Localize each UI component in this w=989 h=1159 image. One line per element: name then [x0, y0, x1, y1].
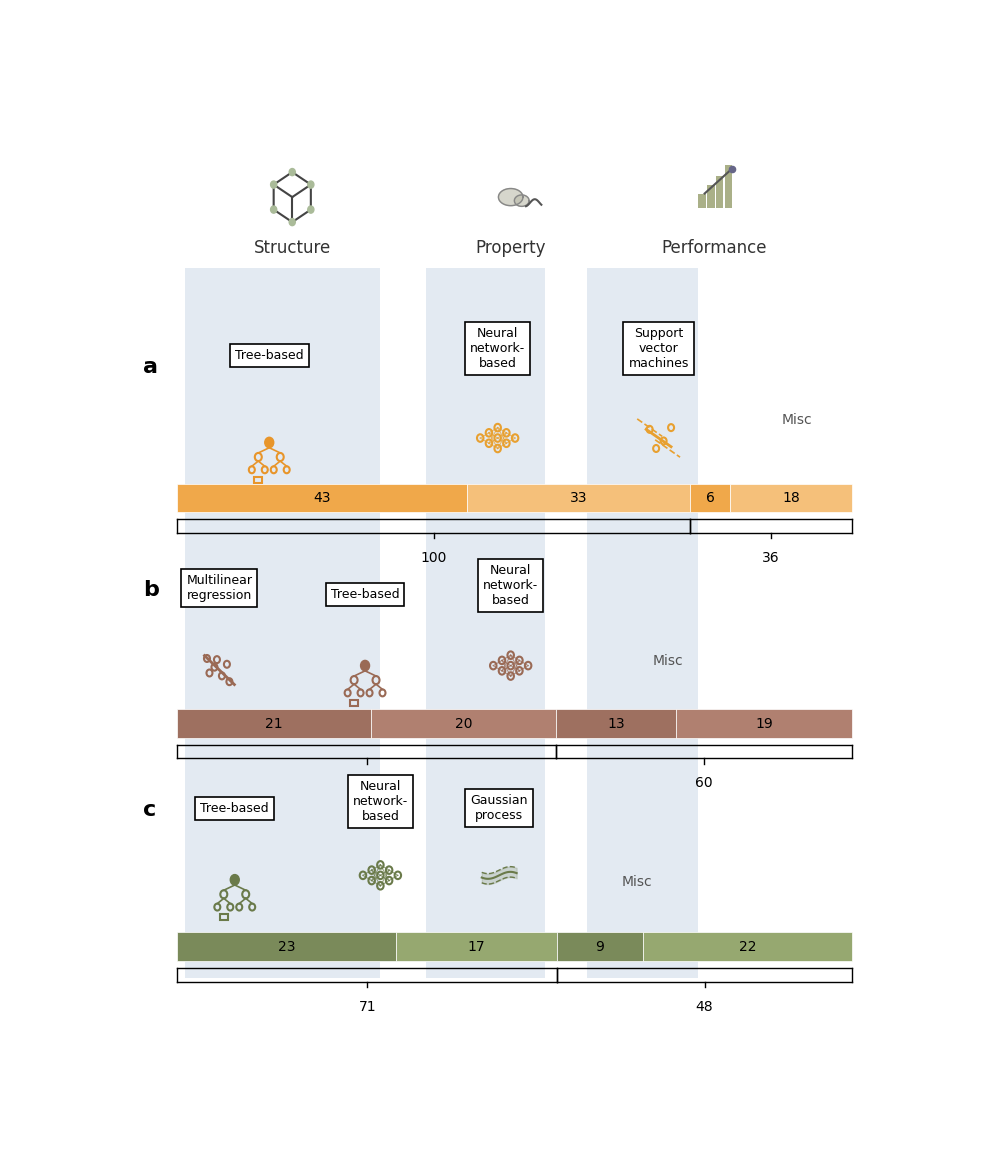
Bar — [730, 483, 852, 512]
Polygon shape — [514, 195, 529, 206]
Bar — [587, 269, 698, 978]
Text: Misc: Misc — [781, 414, 812, 428]
Circle shape — [361, 661, 370, 671]
Bar — [220, 914, 227, 920]
Bar — [556, 709, 676, 738]
Text: Performance: Performance — [661, 239, 766, 257]
Text: b: b — [142, 580, 158, 599]
Circle shape — [265, 437, 274, 447]
Text: 19: 19 — [756, 716, 772, 730]
Bar — [396, 933, 557, 961]
Text: 20: 20 — [455, 716, 473, 730]
Bar — [707, 184, 715, 207]
Text: 60: 60 — [695, 777, 713, 790]
Circle shape — [230, 875, 239, 885]
Text: 13: 13 — [607, 716, 625, 730]
Text: Gaussian
process: Gaussian process — [471, 794, 528, 823]
Bar — [371, 709, 556, 738]
Bar — [177, 709, 371, 738]
Text: 33: 33 — [570, 491, 587, 505]
Text: 48: 48 — [695, 999, 713, 1013]
Text: c: c — [142, 800, 156, 821]
Text: 22: 22 — [739, 940, 756, 954]
Text: Multilinear
regression: Multilinear regression — [187, 574, 252, 602]
Text: 71: 71 — [358, 999, 376, 1013]
Text: 6: 6 — [706, 491, 715, 505]
Bar — [185, 269, 381, 978]
Bar — [690, 483, 730, 512]
Text: Tree-based: Tree-based — [201, 802, 269, 815]
Text: Misc: Misc — [622, 875, 653, 889]
Text: 43: 43 — [314, 491, 331, 505]
Circle shape — [289, 219, 296, 226]
Bar — [676, 709, 852, 738]
Text: 73: 73 — [358, 777, 376, 790]
Polygon shape — [498, 189, 523, 205]
Circle shape — [308, 181, 314, 188]
Point — [724, 159, 740, 177]
Text: Support
vector
machines: Support vector machines — [628, 327, 688, 371]
Text: Structure: Structure — [253, 239, 331, 257]
Text: 100: 100 — [420, 551, 447, 564]
Circle shape — [271, 181, 277, 188]
Text: 36: 36 — [762, 551, 779, 564]
Bar — [725, 165, 732, 207]
Text: Tree-based: Tree-based — [235, 349, 304, 362]
Text: 23: 23 — [278, 940, 296, 954]
Bar — [426, 269, 545, 978]
Text: Tree-based: Tree-based — [330, 588, 400, 600]
Text: Misc: Misc — [653, 654, 683, 668]
Bar — [643, 933, 852, 961]
Bar — [177, 483, 468, 512]
Bar — [468, 483, 690, 512]
Text: Property: Property — [476, 239, 546, 257]
Bar — [557, 933, 643, 961]
Bar — [698, 194, 706, 207]
Circle shape — [271, 206, 277, 213]
Bar — [716, 176, 724, 207]
Text: 18: 18 — [782, 491, 800, 505]
Text: a: a — [142, 357, 158, 377]
Bar — [254, 476, 262, 482]
Circle shape — [289, 168, 296, 176]
Text: 9: 9 — [595, 940, 604, 954]
Text: 21: 21 — [265, 716, 283, 730]
Text: 17: 17 — [468, 940, 486, 954]
Bar — [350, 700, 358, 706]
Text: Neural
network-
based: Neural network- based — [483, 563, 538, 607]
Bar — [177, 933, 396, 961]
Text: Neural
network-
based: Neural network- based — [353, 780, 408, 823]
Circle shape — [308, 206, 314, 213]
Text: Neural
network-
based: Neural network- based — [470, 327, 525, 371]
